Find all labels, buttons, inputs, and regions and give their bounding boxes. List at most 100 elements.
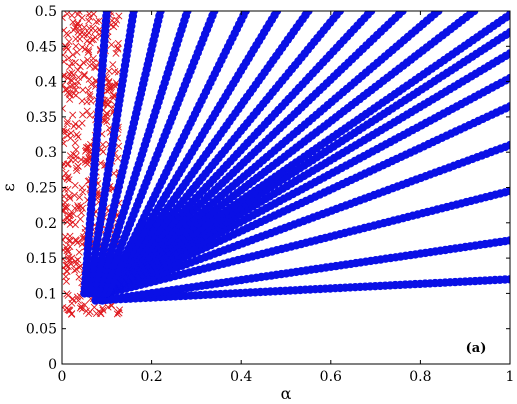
axis-ticks: 0 0.2 0.4 0.6 0.8 1 0 0.05 0.1 0.15 0.2 0.25 0.3 0.35… bbox=[26, 4, 515, 385]
cross-point bbox=[66, 256, 74, 264]
cross-point bbox=[63, 85, 71, 93]
cross-point bbox=[64, 74, 72, 82]
panel-label: (a) bbox=[466, 341, 487, 356]
cross-point bbox=[79, 111, 87, 119]
cross-point bbox=[71, 266, 79, 274]
circle-point bbox=[210, 11, 219, 16]
cross-point bbox=[62, 303, 67, 312]
cross-point bbox=[86, 39, 94, 47]
circle-point bbox=[505, 275, 510, 284]
circle-point bbox=[102, 11, 111, 16]
cross-point bbox=[72, 91, 80, 99]
cross-point bbox=[75, 73, 83, 81]
cross-point bbox=[63, 120, 71, 128]
circle-point bbox=[398, 11, 407, 16]
cross-point bbox=[104, 100, 112, 108]
cross-point bbox=[72, 35, 80, 43]
cross-point bbox=[66, 220, 74, 228]
circle-point bbox=[505, 140, 510, 150]
cross-point bbox=[74, 256, 82, 264]
cross-point bbox=[66, 152, 74, 160]
cross-point bbox=[62, 262, 70, 270]
cross-point bbox=[64, 117, 72, 125]
y-tick-label: 0.4 bbox=[35, 75, 57, 91]
cross-point bbox=[85, 75, 93, 83]
cross-point bbox=[116, 306, 124, 314]
cross-point bbox=[74, 133, 82, 141]
cross-point bbox=[74, 296, 82, 304]
cross-point bbox=[64, 248, 72, 256]
circle-point bbox=[505, 73, 510, 83]
y-tick-label: 0.15 bbox=[26, 251, 57, 267]
cross-point bbox=[111, 67, 119, 76]
cross-point bbox=[74, 66, 82, 74]
cross-point bbox=[81, 158, 90, 166]
y-axis-label: ε bbox=[0, 183, 18, 191]
cross-point bbox=[78, 14, 86, 22]
cross-point bbox=[73, 131, 81, 139]
circle-point bbox=[129, 11, 138, 16]
cross-point bbox=[73, 265, 81, 273]
cross-point bbox=[68, 11, 76, 19]
y-tick-label: 0.35 bbox=[26, 110, 57, 126]
cross-point bbox=[76, 304, 84, 312]
cross-point bbox=[95, 17, 103, 25]
cross-point bbox=[85, 48, 93, 56]
cross-point bbox=[105, 67, 113, 75]
cross-point bbox=[65, 54, 73, 62]
cross-point bbox=[65, 70, 73, 78]
cross-point bbox=[86, 62, 94, 70]
circle-point bbox=[241, 11, 250, 16]
cross-point bbox=[114, 44, 122, 52]
x-tick-label: 0 bbox=[58, 369, 67, 385]
cross-point bbox=[62, 58, 68, 66]
cross-point bbox=[78, 43, 86, 51]
cross-point bbox=[105, 78, 113, 86]
circle-point bbox=[505, 28, 510, 37]
cross-point bbox=[79, 59, 87, 67]
y-tick-label: 0.1 bbox=[35, 286, 57, 302]
cross-point bbox=[72, 164, 80, 172]
cross-point bbox=[62, 255, 67, 263]
y-tick-label: 0.05 bbox=[26, 322, 57, 338]
cross-point bbox=[112, 20, 120, 28]
cross-point bbox=[115, 12, 123, 20]
cross-point bbox=[77, 209, 85, 217]
circle-markers bbox=[80, 11, 510, 305]
x-tick-label: 0.6 bbox=[320, 369, 342, 385]
cross-point bbox=[81, 147, 90, 155]
cross-point bbox=[74, 28, 82, 36]
x-tick-label: 1 bbox=[506, 369, 515, 385]
cross-point bbox=[62, 139, 68, 147]
cross-point bbox=[70, 26, 78, 34]
cross-point bbox=[65, 306, 73, 314]
cross-point bbox=[86, 13, 94, 21]
cross-point bbox=[78, 97, 86, 105]
cross-point bbox=[62, 207, 67, 215]
cross-point bbox=[68, 77, 76, 85]
cross-point bbox=[62, 26, 68, 34]
cross-point bbox=[64, 173, 72, 181]
cross-point bbox=[67, 129, 75, 137]
cross-point bbox=[64, 263, 72, 271]
cross-point bbox=[75, 123, 83, 131]
cross-point bbox=[66, 237, 74, 245]
cross-point bbox=[89, 54, 97, 62]
circle-point bbox=[272, 11, 282, 16]
cross-point bbox=[77, 156, 85, 164]
cross-point bbox=[114, 154, 122, 162]
cross-point bbox=[103, 87, 111, 95]
cross-point bbox=[105, 79, 113, 87]
cross-point bbox=[78, 305, 86, 313]
cross-point bbox=[79, 188, 87, 196]
cross-point bbox=[69, 295, 77, 303]
cross-point bbox=[86, 92, 94, 100]
cross-point bbox=[71, 204, 79, 212]
cross-point bbox=[68, 69, 76, 77]
y-tick-label: 0.2 bbox=[35, 216, 57, 232]
y-tick-label: 0 bbox=[48, 357, 57, 373]
cross-point bbox=[62, 51, 67, 59]
cross-point bbox=[71, 181, 79, 189]
circle-point bbox=[366, 11, 376, 16]
